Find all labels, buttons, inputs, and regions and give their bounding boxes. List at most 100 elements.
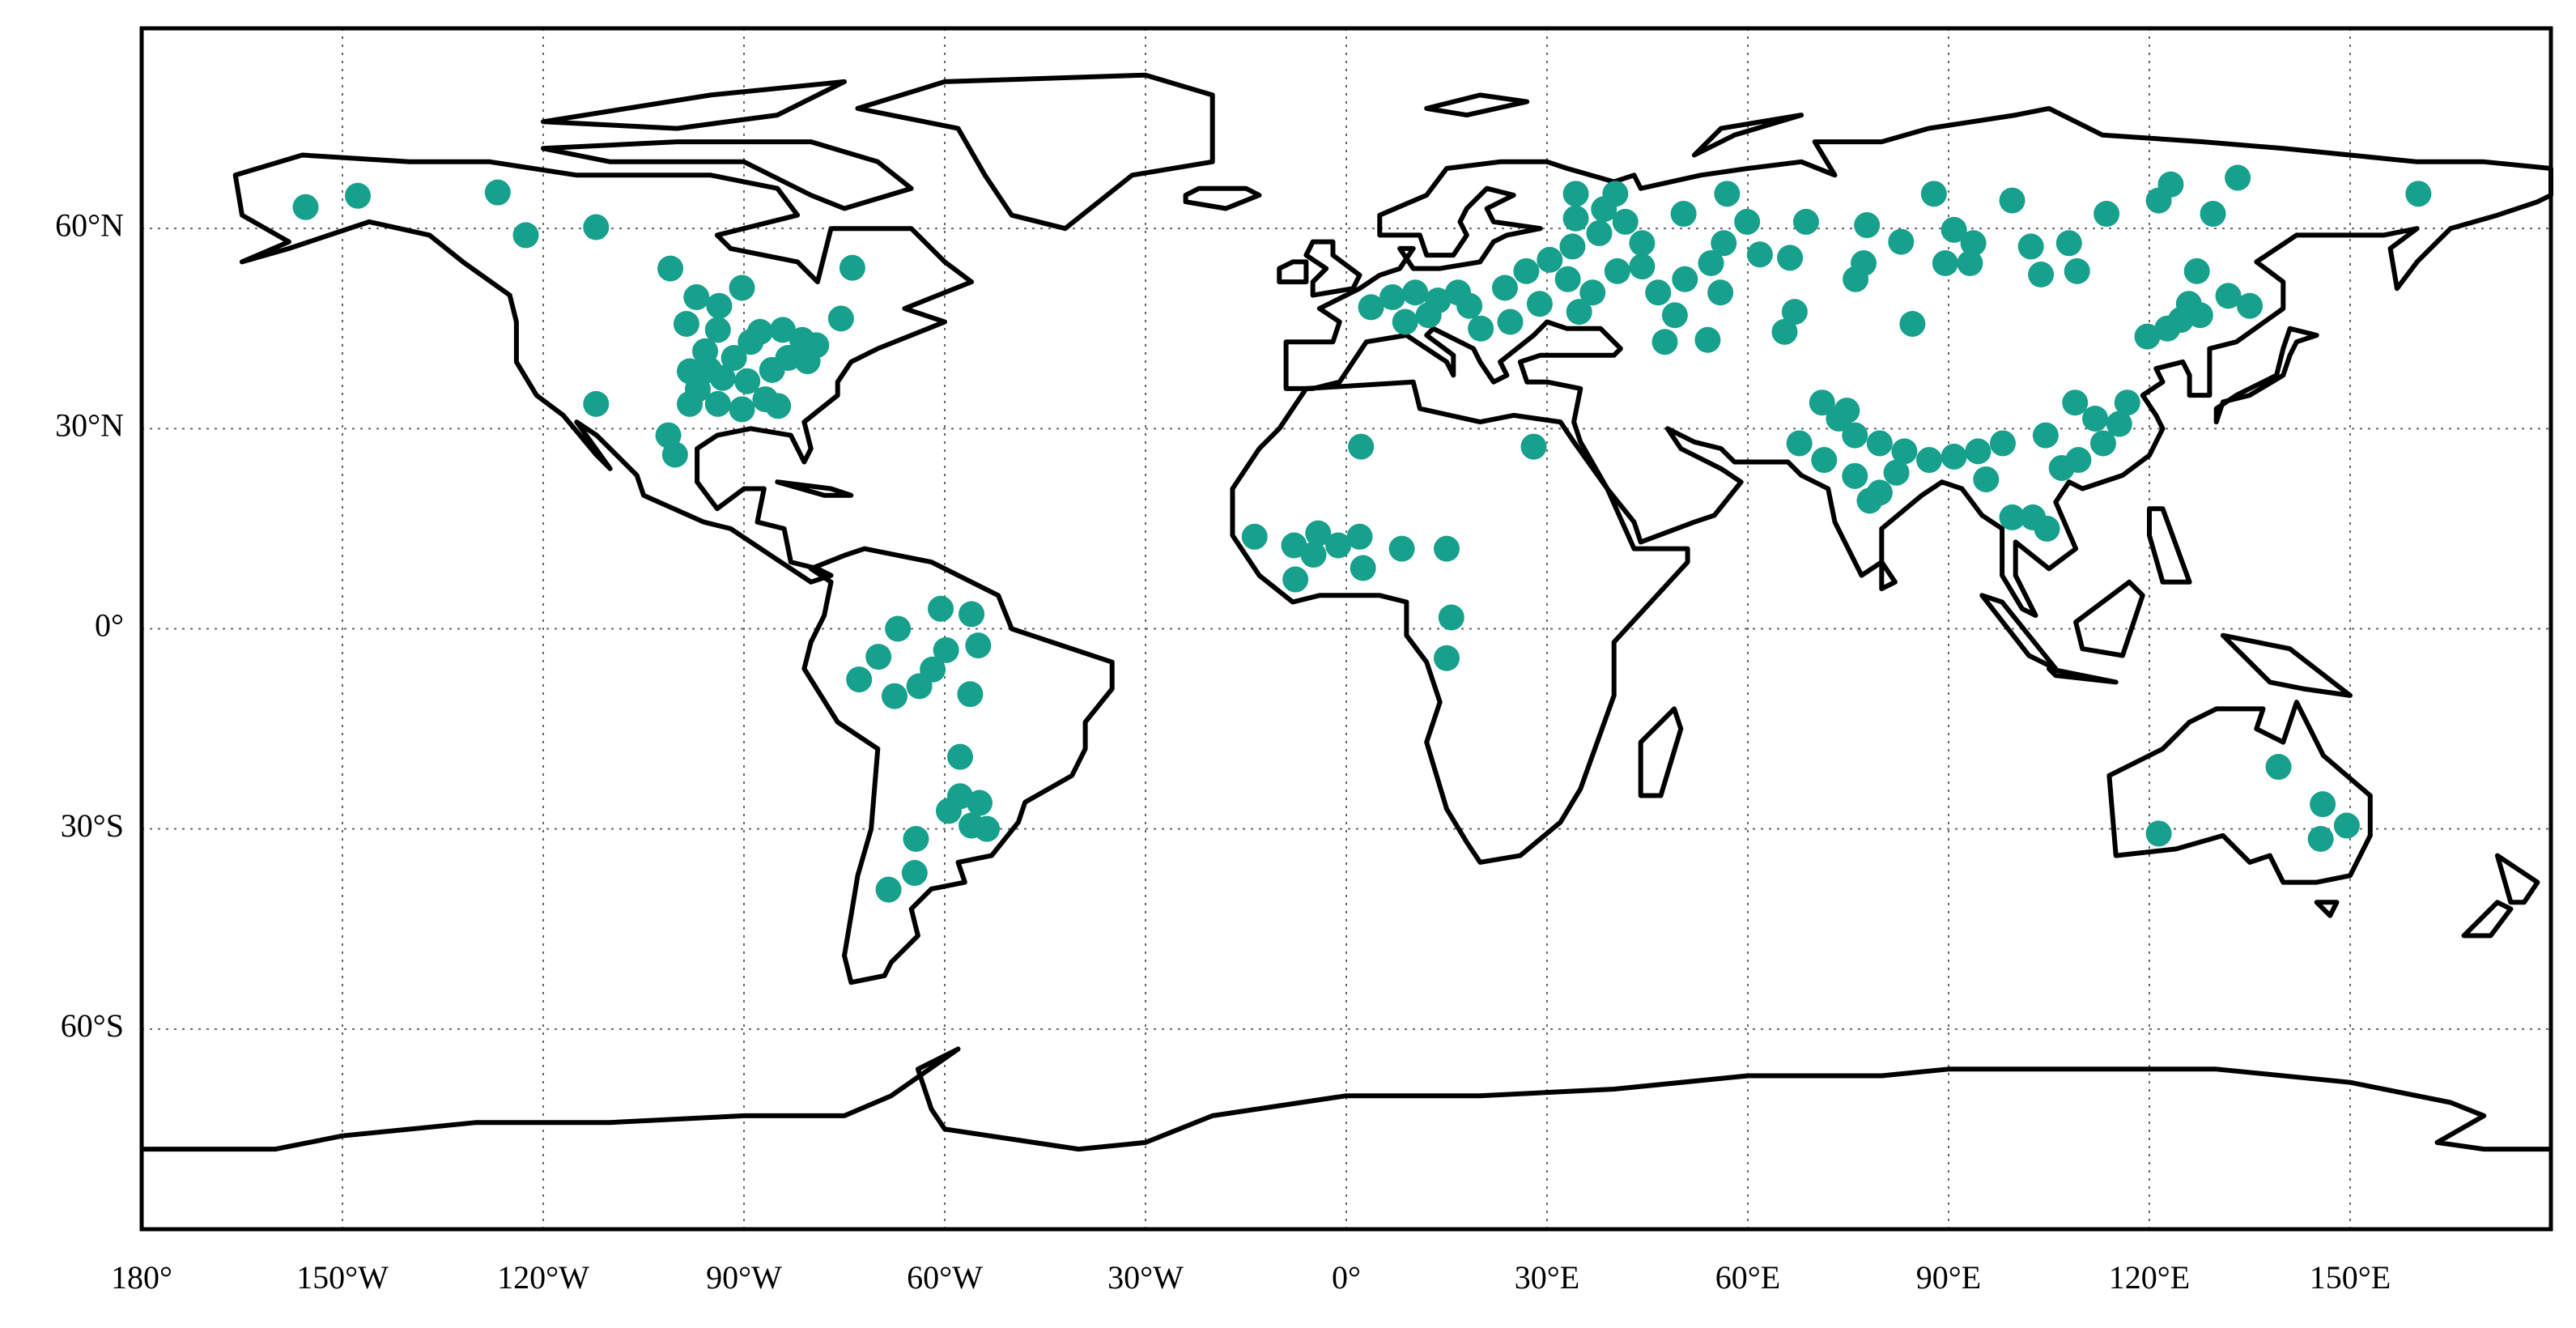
x-tick-label: 120°E — [2109, 1259, 2190, 1296]
site-point — [2225, 164, 2251, 191]
site-point — [1957, 250, 1983, 277]
site-point — [901, 860, 928, 887]
coastline — [2314, 900, 2340, 918]
site-point — [1325, 532, 1352, 559]
site-point — [839, 254, 865, 281]
site-point — [1651, 329, 1678, 355]
site-point — [2405, 181, 2432, 207]
coastline — [2213, 326, 2319, 425]
site-point — [2167, 307, 2194, 334]
site-point — [1520, 433, 1547, 460]
site-point — [933, 636, 959, 663]
site-point — [673, 310, 699, 337]
site-point — [2064, 258, 2090, 284]
x-tick-label: 120°W — [497, 1259, 589, 1296]
site-point — [2082, 405, 2109, 432]
site-point — [1392, 309, 1418, 335]
site-point — [1711, 230, 1737, 257]
site-point — [1854, 212, 1881, 239]
x-tick-label: 60°W — [907, 1259, 983, 1296]
site-point — [1999, 187, 2026, 214]
y-tick-label: 60°S — [61, 1007, 124, 1044]
coastline — [541, 79, 847, 131]
coastline — [2220, 632, 2353, 698]
site-point — [846, 666, 873, 693]
x-tick-label: 90°W — [706, 1259, 782, 1296]
site-point — [1612, 208, 1639, 235]
site-point — [935, 798, 962, 824]
coastline — [1277, 259, 1309, 285]
coastline — [1230, 379, 1690, 865]
site-point — [2094, 201, 2120, 228]
site-point — [920, 656, 946, 683]
site-point — [1281, 532, 1307, 559]
site-point — [2089, 430, 2116, 457]
site-point — [1941, 443, 1967, 470]
coastline — [2494, 853, 2540, 905]
coastline — [855, 72, 1215, 232]
site-point — [1734, 208, 1761, 235]
site-point — [1714, 181, 1741, 207]
coastline — [1283, 105, 2553, 618]
site-point — [484, 179, 511, 206]
site-point — [1883, 459, 1910, 486]
tick-labels: 180° 150°W 120°W 90°W 60°W 30°W 0° 30°E 60°E 90°E… — [55, 206, 2391, 1296]
site-point — [1438, 604, 1464, 631]
site-point — [2114, 389, 2140, 416]
site-point — [2237, 292, 2263, 319]
site-point — [1566, 299, 1592, 326]
x-tick-label: 30°E — [1515, 1259, 1579, 1296]
site-point — [661, 441, 688, 468]
site-point — [2183, 258, 2210, 284]
site-point — [966, 790, 993, 816]
site-point — [734, 368, 761, 394]
site-point — [1562, 181, 1589, 207]
site-point — [1698, 250, 1724, 277]
site-point — [1402, 279, 1429, 306]
site-point — [1834, 398, 1860, 424]
site-point — [928, 595, 954, 622]
coastline — [2461, 900, 2514, 939]
site-point — [1661, 302, 1688, 329]
site-point — [1811, 447, 1838, 474]
site-point — [696, 356, 723, 383]
site-point — [1792, 208, 1819, 235]
site-point — [1932, 250, 1958, 277]
site-point — [974, 815, 1001, 842]
site-point — [1809, 389, 1835, 416]
site-point — [947, 743, 974, 770]
site-point — [729, 396, 755, 423]
site-point — [1537, 246, 1563, 273]
site-point — [292, 194, 319, 220]
site-point — [1629, 230, 1656, 257]
x-tick-label: 0° — [1332, 1259, 1361, 1296]
coastline — [142, 1046, 2551, 1152]
site-point — [512, 222, 539, 249]
coastline — [1303, 239, 1362, 298]
site-point — [1388, 535, 1415, 562]
coastline — [2047, 666, 2119, 685]
site-point — [1554, 266, 1581, 292]
y-tick-label: 30°S — [61, 807, 124, 844]
site-point — [959, 601, 985, 628]
x-tick-label: 150°E — [2310, 1259, 2391, 1296]
site-point — [903, 826, 929, 853]
x-tick-label: 60°E — [1715, 1259, 1780, 1296]
site-point — [1781, 299, 1808, 326]
site-point — [1920, 181, 1947, 207]
site-point — [721, 345, 747, 372]
site-point — [706, 292, 733, 319]
site-point — [657, 255, 684, 282]
site-point — [1497, 309, 1524, 335]
site-point — [1282, 566, 1309, 593]
site-point — [677, 358, 704, 385]
y-tick-label: 30°N — [55, 407, 124, 444]
site-point — [2187, 302, 2213, 329]
y-tick-label: 0° — [95, 607, 124, 644]
site-point — [704, 317, 731, 343]
y-tick-label: 60°N — [55, 206, 124, 243]
site-point — [345, 182, 372, 209]
coastline — [1638, 706, 1684, 798]
